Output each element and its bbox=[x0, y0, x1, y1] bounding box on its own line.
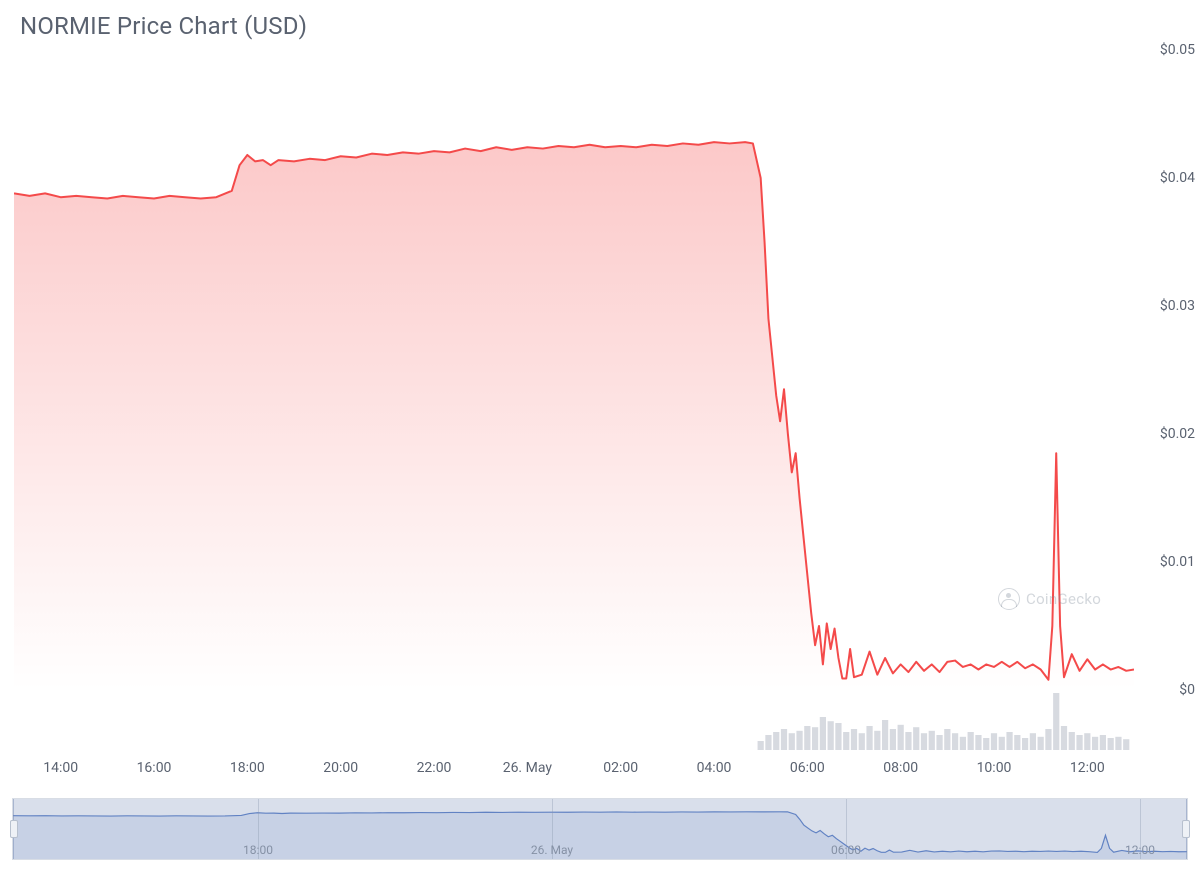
navigator[interactable]: 18:0026. May06:0012:00 bbox=[12, 798, 1188, 860]
x-tick-label: 18:00 bbox=[230, 760, 265, 776]
x-tick-label: 14:00 bbox=[43, 760, 78, 776]
y-tick-label: $0.03 bbox=[1160, 298, 1195, 314]
navigator-handle-left[interactable] bbox=[10, 820, 18, 838]
x-tick-label: 22:00 bbox=[417, 760, 452, 776]
y-axis-labels: $0$0.01$0.02$0.03$0.04$0.05 bbox=[1140, 50, 1195, 690]
y-tick-label: $0.02 bbox=[1160, 426, 1195, 442]
coingecko-icon bbox=[998, 588, 1020, 610]
navigator-handle-right[interactable] bbox=[1182, 820, 1190, 838]
y-tick-label: $0.01 bbox=[1160, 554, 1195, 570]
price-chart[interactable] bbox=[14, 50, 1134, 690]
x-tick-label: 20:00 bbox=[323, 760, 358, 776]
x-tick-label: 06:00 bbox=[790, 760, 825, 776]
x-tick-label: 12:00 bbox=[1070, 760, 1105, 776]
chart-title: NORMIE Price Chart (USD) bbox=[20, 12, 307, 40]
x-tick-label: 10:00 bbox=[977, 760, 1012, 776]
x-tick-label: 08:00 bbox=[883, 760, 918, 776]
watermark-text: CoinGecko bbox=[1026, 590, 1101, 608]
y-tick-label: $0 bbox=[1179, 682, 1195, 698]
x-tick-label: 26. May bbox=[503, 760, 552, 776]
x-tick-label: 02:00 bbox=[603, 760, 638, 776]
watermark: CoinGecko bbox=[998, 588, 1101, 610]
y-tick-label: $0.04 bbox=[1160, 170, 1195, 186]
x-tick-label: 16:00 bbox=[137, 760, 172, 776]
x-axis-labels: 14:00 16:00 18:00 20:00 22:00 26. May 02:00 04:… bbox=[14, 760, 1134, 780]
x-tick-label: 04:00 bbox=[697, 760, 732, 776]
navigator-selection[interactable] bbox=[13, 799, 1187, 859]
y-tick-label: $0.05 bbox=[1160, 42, 1195, 58]
volume-bars bbox=[14, 690, 1134, 750]
